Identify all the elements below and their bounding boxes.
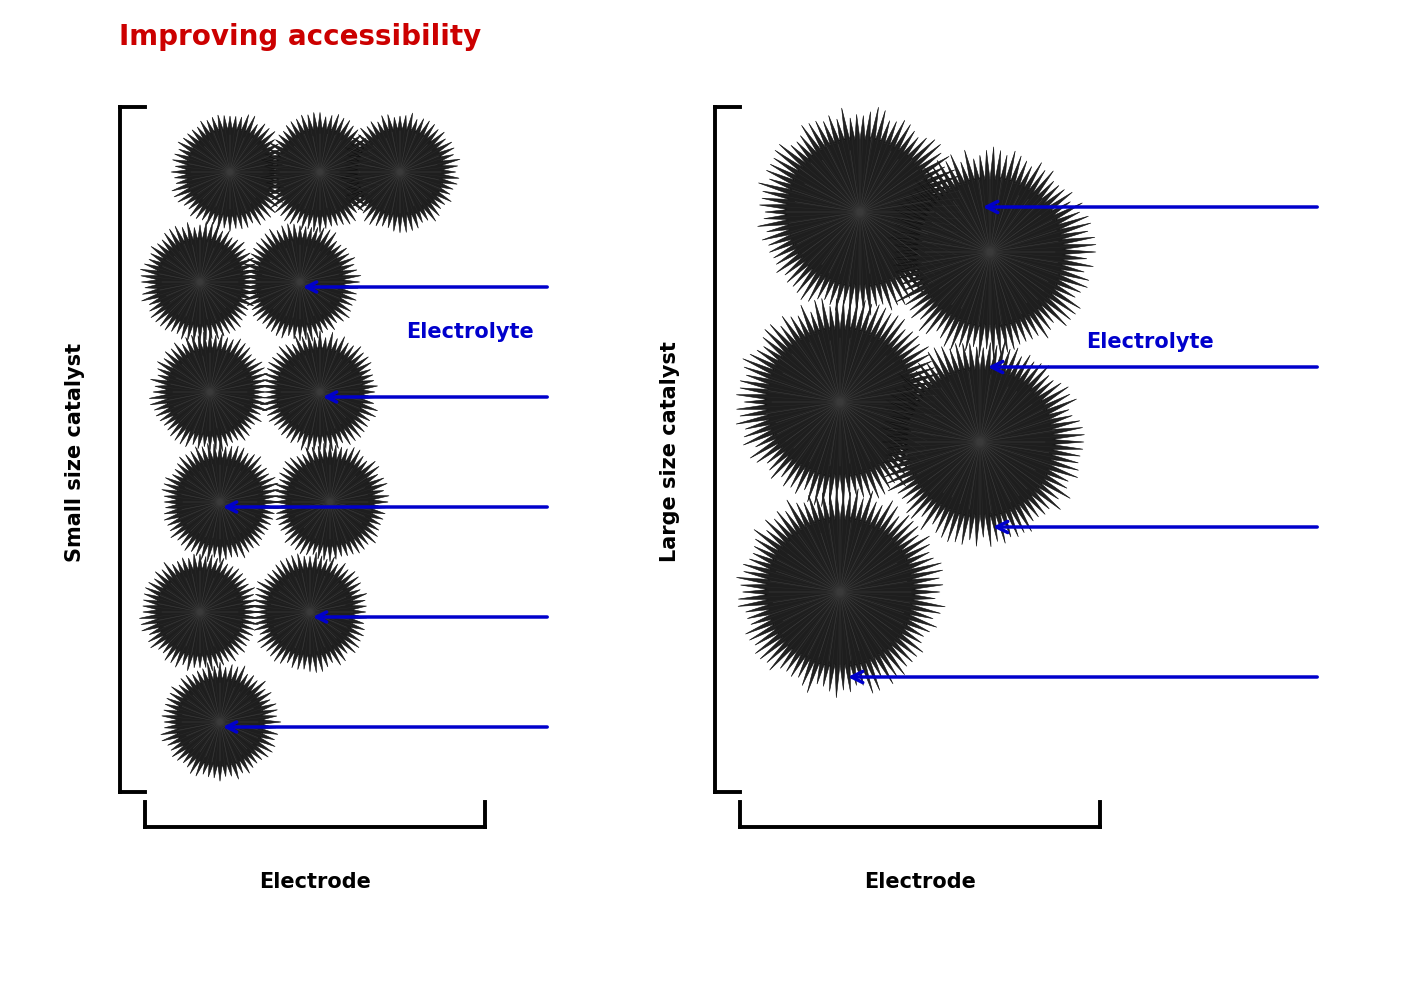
Text: Electrolyte: Electrolyte (1086, 332, 1214, 352)
Text: Electrode: Electrode (864, 872, 976, 892)
Text: Electrode: Electrode (260, 872, 370, 892)
Polygon shape (261, 112, 380, 233)
Polygon shape (140, 221, 261, 343)
Polygon shape (250, 553, 366, 673)
Text: Improving accessibility: Improving accessibility (119, 23, 481, 51)
Polygon shape (171, 115, 290, 231)
Polygon shape (880, 341, 1085, 547)
Polygon shape (737, 487, 946, 697)
Text: Small size catalyst: Small size catalyst (65, 342, 86, 561)
Polygon shape (241, 224, 361, 341)
Polygon shape (737, 299, 946, 507)
Polygon shape (260, 330, 377, 452)
Polygon shape (274, 443, 389, 561)
Polygon shape (888, 147, 1096, 358)
Polygon shape (139, 554, 261, 671)
Polygon shape (149, 331, 269, 451)
Polygon shape (161, 663, 281, 782)
Polygon shape (161, 442, 282, 562)
Text: Large size catalyst: Large size catalyst (659, 341, 680, 562)
Text: Electrolyte: Electrolyte (405, 322, 535, 342)
Polygon shape (340, 113, 460, 233)
Polygon shape (758, 107, 962, 315)
